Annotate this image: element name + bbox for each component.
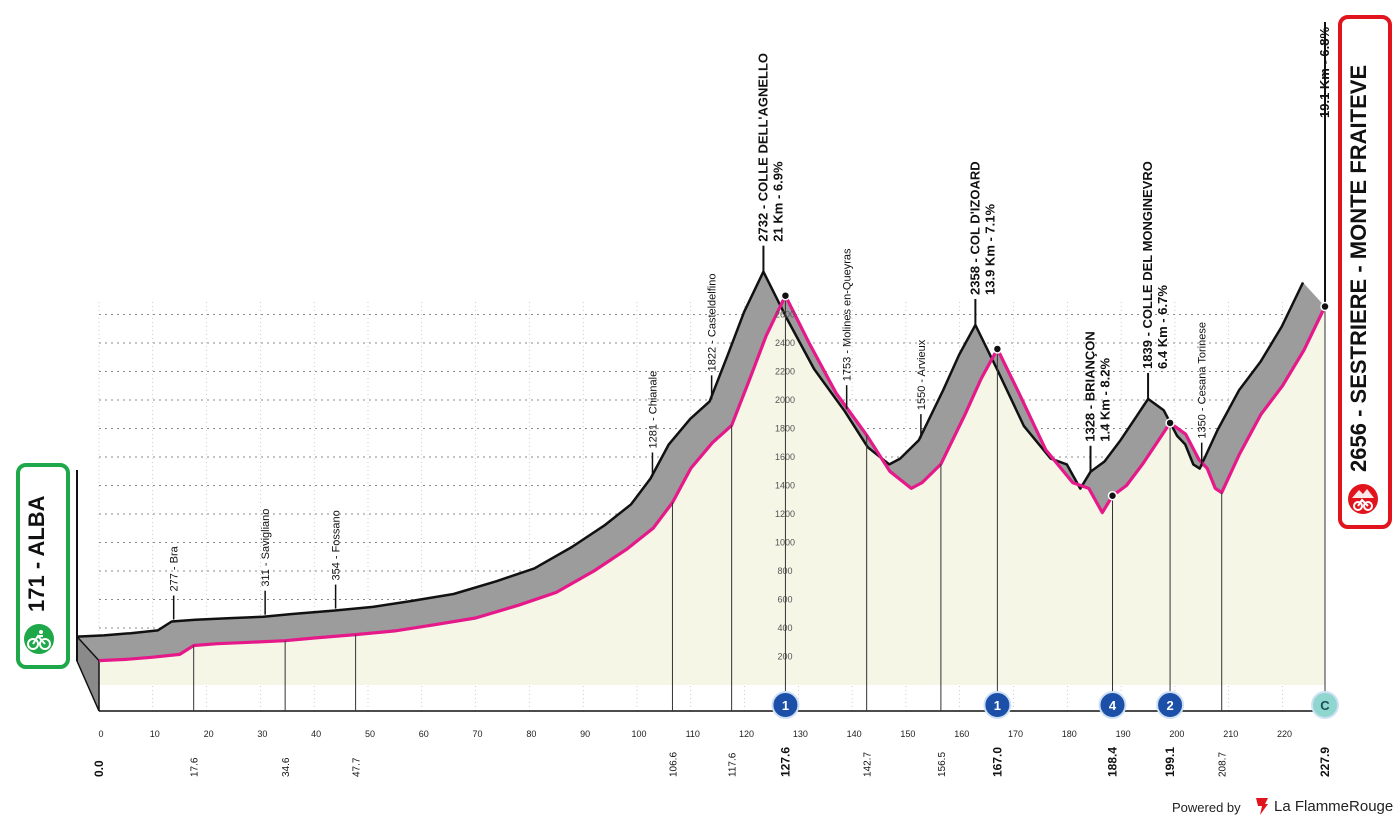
category-badge-label: 1 (782, 698, 789, 713)
x-tick-label: 100 (631, 729, 646, 739)
summit-dot (780, 290, 791, 301)
km-marker-label: 199.1 (1163, 747, 1177, 777)
finish-label: 2656 - SESTRIERE - MONTE FRAITEVE (1346, 64, 1371, 472)
climb-detail-label: 6.4 Km - 6.7% (1155, 285, 1170, 369)
km-marker-label: 17.6 (190, 757, 201, 777)
km-marker-label: 106.6 (668, 752, 679, 777)
waypoint-label: 354 - Fossano (331, 510, 343, 580)
profile-shape (76, 22, 1327, 712)
climb-labels: 2732 - COLLE DELL'AGNELLO 21 Km - 6.9% 235… (755, 27, 1332, 711)
x-tick-label: 130 (793, 729, 808, 739)
km-marker-label: 142.7 (863, 752, 874, 777)
profile-wall (77, 271, 1325, 661)
x-tick-label: 170 (1008, 729, 1023, 739)
start-label: 171 - ALBA (24, 495, 49, 612)
climb-name-label: 1839 - COLLE DEL MONGINEVRO (1140, 161, 1155, 369)
km-marker-label: 156.5 (937, 752, 948, 777)
climb-name-label: 2358 - COL D'IZOARD (967, 161, 982, 295)
summit-dot (1320, 301, 1330, 312)
km-markers: 0.0 17.6 34.6 47.7 106.6 117.6 127.6 142.7 156.5… (92, 747, 1332, 777)
x-tick-label: 210 (1223, 729, 1238, 739)
waypoint-label: 1550 - Arvieux (916, 339, 928, 410)
cyclist-icon (24, 624, 54, 654)
finish-name: SESTRIERE - MONTE FRAITEVE (1346, 64, 1371, 404)
km-marker-label: 47.7 (352, 757, 363, 777)
x-tick-label: 60 (419, 729, 429, 739)
category-badge (1098, 691, 1127, 719)
x-tick-label: 150 (900, 729, 915, 739)
brand-name: La FlammeRouge (1274, 798, 1394, 815)
x-tick-label: 110 (686, 729, 700, 739)
x-tick-label: 160 (954, 729, 969, 739)
waypoint-label: 1350 - Cesana Torinese (1197, 322, 1209, 439)
category-badge-label: 4 (1109, 698, 1117, 713)
start-name: ALBA (24, 495, 49, 557)
x-tick-label: 90 (580, 729, 590, 739)
climb-detail-label: 21 Km - 6.9% (770, 161, 785, 242)
category-badge (983, 691, 1012, 719)
km-marker-label: 167.0 (990, 747, 1004, 777)
climb-detail-label: 1.4 Km - 8.2% (1098, 358, 1113, 442)
waypoint-labels: 277 - Bra 311 - Savigliano 354 - Fossano12… (169, 248, 1223, 711)
km-marker-label: 34.6 (281, 757, 292, 777)
category-badge (771, 691, 800, 719)
x-tick-label: 40 (311, 729, 321, 739)
km-marker-label: 227.9 (1318, 747, 1332, 777)
climb-name-label: 2732 - COLLE DELL'AGNELLO (755, 53, 770, 242)
km-marker-label: 127.6 (778, 747, 792, 777)
x-tick-label: 70 (473, 729, 483, 739)
category-badge-label: C (1320, 698, 1330, 713)
category-badge (1156, 691, 1185, 719)
x-tick-label: 200 (1169, 729, 1184, 739)
km-marker-label: 117.6 (728, 752, 739, 777)
x-tick-label: 20 (204, 729, 214, 739)
profile-ridge-line (76, 270, 1305, 638)
x-tick-label: 30 (257, 729, 267, 739)
x-tick-label: 220 (1277, 729, 1292, 739)
summit-dot (992, 344, 1003, 354)
x-tick-label: 10 (150, 729, 160, 739)
category-badge-label: 2 (1166, 698, 1173, 713)
x-tick-label: 140 (847, 729, 862, 739)
finish-panel (1338, 15, 1392, 529)
x-tick-label: 0 (98, 729, 103, 739)
x-tick-label: 80 (526, 729, 536, 739)
start-km: 171 (24, 575, 49, 612)
summit-dot (1165, 418, 1175, 428)
climb-category-badges: 1 1 4 2 C (771, 691, 1339, 719)
km-marker-label: 0.0 (92, 760, 106, 777)
x-tick-label: 50 (365, 729, 375, 739)
cyclist-mountain-icon (1348, 484, 1378, 514)
category-badge (1311, 691, 1339, 719)
finish-climb-detail: 19.1 Km - 6.8% (1317, 27, 1332, 118)
km-marker-label: 188.4 (1106, 747, 1120, 777)
waypoint-label: 1822 - Casteldelfino (707, 274, 719, 372)
x-tick-labels: 0 10 20 30 40 50 60 70 80 90 100 110 120 130 140 150 160… (98, 729, 1292, 739)
climb-name-label: 1328 - BRIANÇON (1083, 331, 1098, 442)
x-tick-label: 190 (1116, 729, 1131, 739)
waypoint-label: 1753 - Molines en-Queyras (842, 248, 854, 381)
km-marker-label: 208.7 (1218, 752, 1229, 777)
x-tick-label: 120 (739, 729, 754, 739)
climb-detail-label: 13.9 Km - 7.1% (982, 203, 997, 294)
waypoint-label: 1281 - Chianale (647, 371, 659, 449)
waypoint-label: 311 - Savigliano (260, 509, 272, 587)
summit-dot (1107, 491, 1118, 501)
finish-elevation: 2656 (1346, 423, 1371, 472)
flamme-rouge-logo-icon (1256, 798, 1268, 815)
x-tick-label: 180 (1062, 729, 1077, 739)
waypoint-label: 277 - Bra (169, 545, 181, 591)
category-badge-label: 1 (994, 698, 1001, 713)
powered-by-text: Powered by (1172, 800, 1241, 815)
